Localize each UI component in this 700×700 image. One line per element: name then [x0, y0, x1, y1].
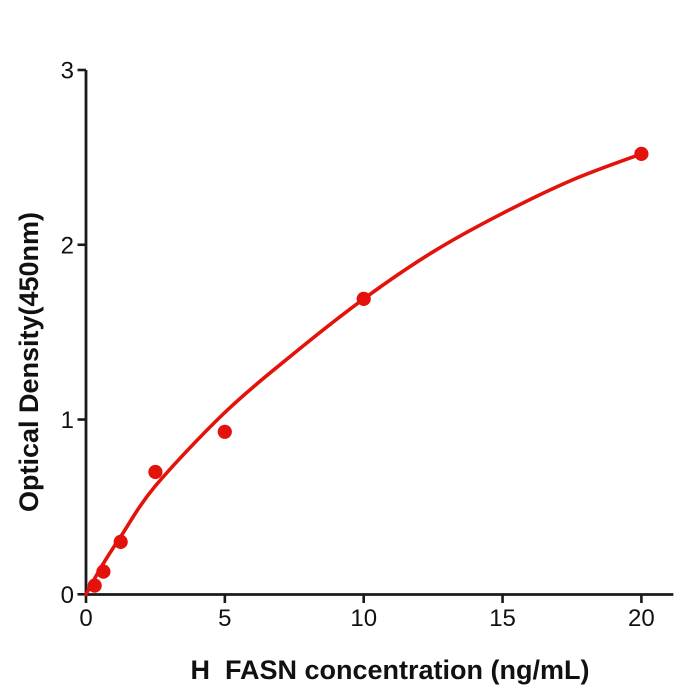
fitted-curve-path — [84, 152, 644, 597]
data-point-marker — [217, 424, 232, 439]
axis-spine — [84, 69, 674, 596]
x-tick-label: 20 — [628, 605, 655, 632]
data-points — [87, 146, 649, 593]
x-tick-label: 0 — [79, 605, 92, 632]
y-tick-label: 2 — [61, 232, 74, 259]
x-tick-label: 10 — [350, 605, 377, 632]
data-point-marker — [356, 291, 371, 306]
axes-spines — [84, 69, 674, 596]
data-point-marker — [113, 534, 128, 550]
y-tick-label: 1 — [61, 407, 74, 434]
data-point-marker — [96, 564, 111, 579]
x-tick-label: 5 — [218, 605, 231, 632]
x-tick-label: 15 — [489, 605, 516, 632]
data-point-marker — [148, 464, 163, 480]
x-axis-ticks: 0 5 10 15 20 — [79, 594, 655, 632]
y-axis-ticks: 0 1 2 3 — [61, 57, 86, 609]
data-point-marker — [634, 146, 649, 161]
y-tick-label: 3 — [61, 57, 74, 84]
y-axis-title: Optical Density(450nm) — [14, 212, 44, 512]
data-point-marker — [87, 578, 102, 593]
fit-curve — [84, 152, 644, 597]
y-tick-label: 0 — [61, 582, 74, 609]
x-axis-title: H FASN concentration (ng/mL) — [190, 655, 589, 685]
plot-area: 0 5 10 15 20 0 1 2 3 H FASN concentration (ng/m… — [14, 57, 674, 685]
